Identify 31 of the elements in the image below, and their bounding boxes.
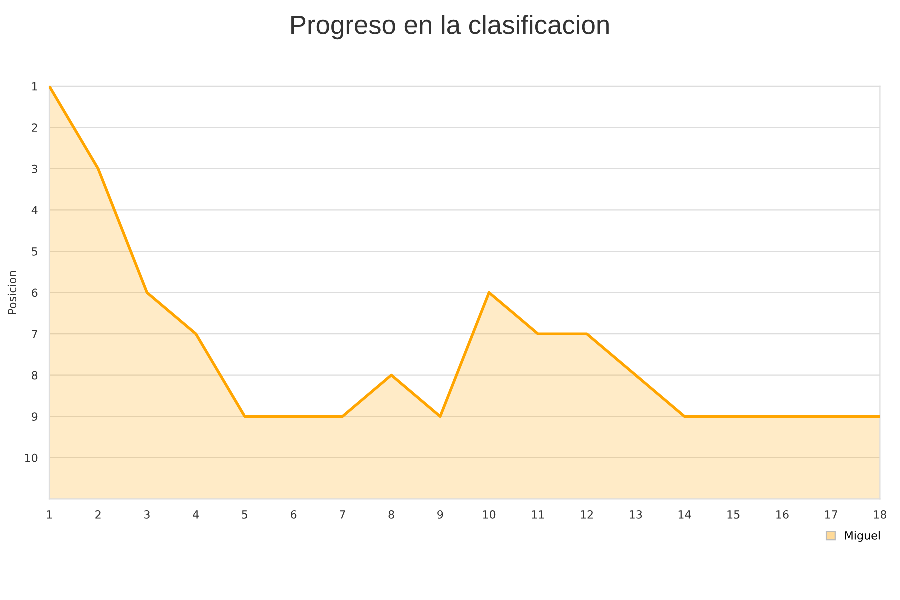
x-tick-label: 6 bbox=[291, 510, 297, 519]
x-tick-label: 14 bbox=[678, 510, 692, 519]
x-tick-label: 13 bbox=[630, 510, 642, 519]
x-tick-label: 7 bbox=[340, 510, 346, 519]
x-tick-label: 15 bbox=[728, 510, 740, 519]
x-tick-label: 16 bbox=[776, 510, 789, 519]
y-tick-label: 1 bbox=[32, 82, 38, 91]
x-tick-label: 2 bbox=[96, 510, 101, 519]
x-tick-label: 10 bbox=[483, 510, 496, 519]
y-tick-label: 6 bbox=[32, 288, 38, 298]
x-tick-label: 1 bbox=[47, 510, 52, 519]
x-tick-label: 12 bbox=[581, 510, 593, 519]
x-tick-label: 17 bbox=[825, 510, 838, 519]
y-tick-label: 5 bbox=[32, 248, 38, 256]
y-axis-title: Posicion bbox=[8, 271, 17, 314]
y-tick-label: 8 bbox=[32, 371, 38, 380]
y-tick-label: 9 bbox=[32, 412, 38, 422]
x-tick-label: 8 bbox=[388, 510, 394, 519]
chart-title: Progreso en la clasificacion bbox=[292, 15, 609, 40]
x-tick-label: 5 bbox=[242, 510, 248, 519]
x-tick-label: 4 bbox=[193, 510, 200, 519]
x-tick-label: 9 bbox=[438, 510, 444, 519]
x-tick-label: 3 bbox=[144, 510, 150, 519]
y-tick-label: 4 bbox=[32, 206, 38, 214]
legend-label: Miguel bbox=[845, 531, 880, 542]
x-tick-label: 18 bbox=[874, 510, 887, 519]
y-tick-label: 3 bbox=[32, 164, 38, 174]
y-tick-label: 2 bbox=[32, 124, 38, 132]
y-tick-label: 10 bbox=[25, 454, 38, 462]
y-tick-label: 7 bbox=[32, 330, 38, 338]
x-tick-label: 11 bbox=[532, 510, 544, 519]
